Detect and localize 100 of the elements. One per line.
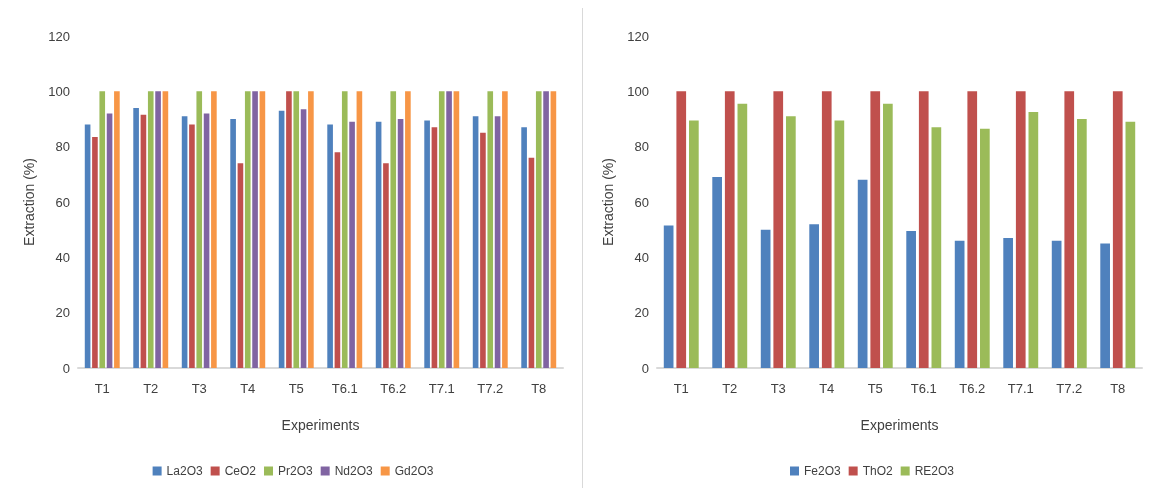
bar [883, 103, 893, 368]
legend-label: Nd2O3 [334, 464, 374, 478]
y-tick-label: 80 [634, 139, 649, 155]
legend-label: Gd2O3 [394, 464, 434, 478]
bar [821, 91, 832, 368]
bar [92, 136, 98, 368]
x-tick-label: T4 [240, 381, 256, 396]
bar [502, 91, 508, 368]
x-axis-title: Experiments [281, 417, 360, 433]
bar [760, 229, 771, 368]
bar [405, 91, 411, 368]
x-tick-label: T5 [288, 381, 304, 396]
bar [535, 91, 542, 368]
bar [327, 124, 333, 368]
bar [676, 91, 687, 368]
y-tick-label: 120 [627, 28, 649, 44]
bar [341, 91, 348, 368]
x-tick-label: T6.2 [380, 381, 407, 396]
bar [857, 179, 868, 368]
legend-label: CeO2 [224, 464, 257, 478]
bar [918, 91, 929, 368]
y-tick-label: 40 [55, 249, 70, 265]
bar [724, 91, 735, 368]
bar [424, 120, 430, 368]
bar [308, 91, 314, 368]
bar [773, 91, 784, 368]
x-tick-label: T7.2 [477, 381, 504, 396]
bar [293, 91, 300, 368]
bar [954, 240, 965, 368]
bar [786, 116, 796, 368]
bar [931, 127, 942, 368]
x-tick-label: T4 [819, 381, 835, 396]
y-tick-label: 100 [627, 83, 649, 99]
bar [521, 127, 527, 368]
bar [1051, 240, 1062, 368]
bar [286, 91, 292, 368]
x-tick-label: T8 [531, 381, 547, 396]
bar [155, 91, 161, 368]
y-tick-label: 60 [55, 194, 70, 210]
legend-label: La2O3 [166, 464, 203, 478]
bar [349, 121, 355, 368]
legend-label: RE2O3 [914, 464, 955, 478]
bar [980, 128, 990, 368]
bar [543, 91, 549, 368]
bar [689, 120, 699, 368]
y-tick-label: 0 [62, 360, 70, 376]
x-tick-label: T3 [191, 381, 207, 396]
x-tick-label: T7.1 [1007, 381, 1034, 396]
legend-label: ThO2 [862, 464, 893, 478]
bar [663, 225, 674, 368]
bar [834, 120, 845, 368]
bar [383, 163, 389, 368]
bar [114, 91, 120, 368]
bar [211, 91, 217, 368]
bar [967, 91, 978, 368]
legend-label: Fe2O3 [803, 464, 841, 478]
bar [480, 132, 486, 368]
y-tick-label: 60 [634, 194, 649, 210]
x-tick-label: T5 [867, 381, 883, 396]
bar [189, 124, 195, 368]
x-tick-label: T2 [722, 381, 738, 396]
bar [1064, 91, 1075, 368]
y-tick-label: 40 [634, 249, 649, 265]
bar [1112, 91, 1123, 368]
x-tick-label: T1 [673, 381, 689, 396]
bar [737, 103, 748, 368]
bar [438, 91, 445, 368]
bar [252, 91, 258, 368]
x-tick-label: T1 [94, 381, 110, 396]
bar [230, 119, 236, 368]
y-tick-label: 20 [55, 305, 70, 321]
bar [870, 91, 881, 368]
bar [133, 107, 139, 368]
bar [1015, 91, 1026, 368]
y-axis-title: Extraction (%) [600, 158, 616, 246]
bar [147, 91, 154, 368]
bar [1028, 112, 1039, 368]
bar [446, 91, 452, 368]
legend-label: Pr2O3 [277, 464, 313, 478]
bar [1003, 237, 1013, 368]
x-tick-label: T6.1 [910, 381, 937, 396]
bar [712, 177, 722, 368]
bar [390, 91, 397, 368]
x-tick-label: T6.1 [331, 381, 358, 396]
x-axis-title: Experiments [860, 417, 939, 433]
y-tick-label: 0 [641, 360, 649, 376]
bar [1100, 243, 1110, 368]
bar [1077, 119, 1087, 368]
bar [99, 91, 106, 368]
x-tick-label: T8 [1110, 381, 1126, 396]
bar [487, 91, 494, 368]
y-tick-label: 120 [48, 28, 70, 44]
x-tick-label: T7.1 [428, 381, 455, 396]
x-tick-label: T2 [143, 381, 159, 396]
bar [244, 91, 251, 368]
y-tick-label: 20 [634, 305, 649, 321]
bar [1125, 121, 1136, 368]
y-tick-label: 100 [48, 83, 70, 99]
bar [196, 91, 203, 368]
x-tick-label: T6.2 [959, 381, 986, 396]
